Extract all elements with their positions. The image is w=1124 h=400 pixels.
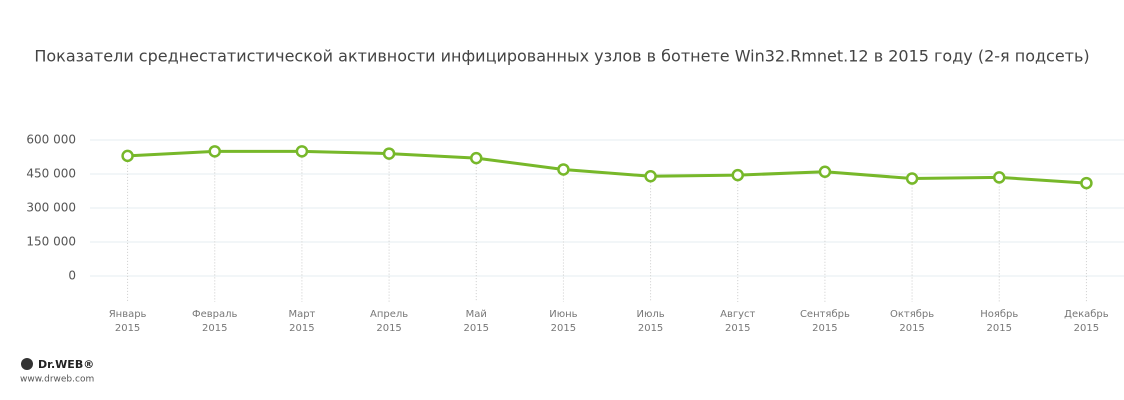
logo: Dr.WEB® www.drweb.com xyxy=(20,358,94,385)
x-tick-label-box: Февраль 2015 xyxy=(192,309,238,334)
logo-url: www.drweb.com xyxy=(20,375,94,385)
point xyxy=(644,170,657,183)
x-tick-label: Апрель 2015 xyxy=(369,309,409,334)
point xyxy=(295,145,309,158)
x-tick-label-box: Январь 2015 xyxy=(108,309,147,334)
y-tick-label: 600 000 xyxy=(26,133,76,147)
x-tick-label-box: Май 2015 xyxy=(463,309,489,334)
x-tick-label-box: Июль 2015 xyxy=(636,309,665,334)
logo-brand: Dr.WEB® xyxy=(38,358,94,371)
x-tick-label-box: Октябрь 2015 xyxy=(889,309,935,334)
x-tick-label: Сентябрь 2015 xyxy=(799,309,850,334)
y-tick-label: 300 000 xyxy=(26,201,76,215)
x-tick-label: Октябрь 2015 xyxy=(889,309,935,334)
x-tick-label-box: Август 2015 xyxy=(720,309,756,334)
logo-icon xyxy=(21,358,33,370)
y-tick-label: 450 000 xyxy=(26,167,76,181)
point xyxy=(208,145,221,158)
x-tick-label-box: Март 2015 xyxy=(288,309,316,334)
point xyxy=(993,171,1006,184)
x-tick-label-box: Сентябрь 2015 xyxy=(799,309,850,334)
point xyxy=(818,165,832,178)
point xyxy=(470,151,483,165)
x-tick-label-box: Июнь 2015 xyxy=(549,309,578,334)
chart-title: Показатели среднестатистической активнос… xyxy=(34,47,1089,66)
line xyxy=(127,149,1087,185)
x-tick-label: Декабрь 2015 xyxy=(1064,309,1109,334)
point xyxy=(382,147,396,160)
x-tick-label: Август 2015 xyxy=(720,309,756,334)
x-tick-label-box: Ноябрь 2015 xyxy=(980,309,1019,334)
x-tick-label: Февраль 2015 xyxy=(192,309,238,334)
point xyxy=(121,149,134,163)
x-tick-label: Ноябрь 2015 xyxy=(980,309,1019,334)
x-tick-label-box: Декабрь 2015 xyxy=(1064,309,1109,334)
x-tick-label-box: Апрель 2015 xyxy=(369,309,409,334)
point xyxy=(1080,176,1093,190)
x-tick-label: Январь 2015 xyxy=(108,309,147,334)
x-tick-label: Март 2015 xyxy=(288,309,316,334)
x-tick-label: Май 2015 xyxy=(463,309,489,334)
x-tick-label: Июль 2015 xyxy=(636,309,665,334)
y-tick-label: 0 xyxy=(68,269,76,283)
x-tick-label: Июнь 2015 xyxy=(549,309,578,334)
point xyxy=(557,163,570,176)
point xyxy=(731,168,744,182)
point xyxy=(905,172,919,185)
y-tick-label: 150 000 xyxy=(26,235,76,249)
